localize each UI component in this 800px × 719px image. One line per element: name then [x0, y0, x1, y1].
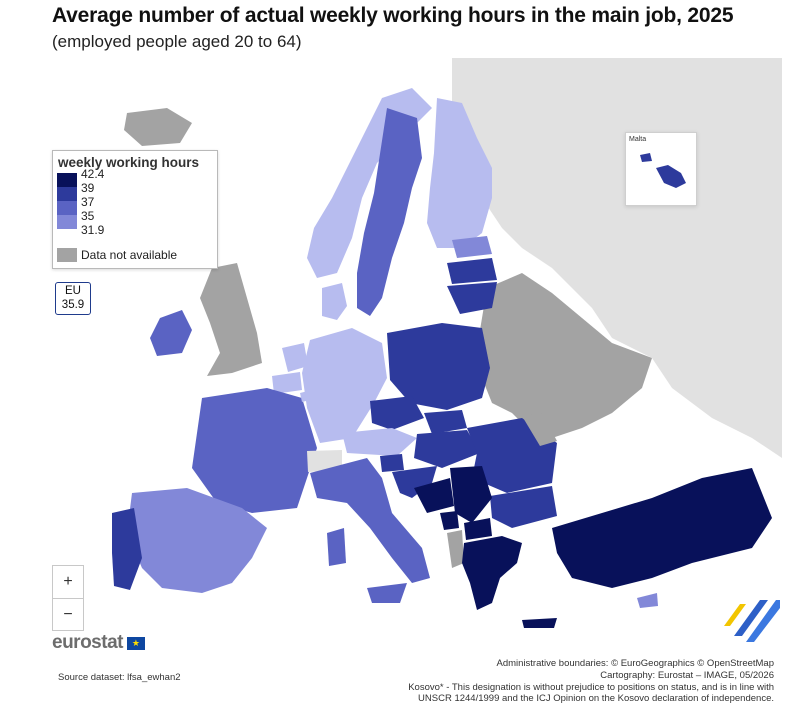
credit-kosovo-2: UNSCR 1244/1999 and the ICJ Opinion on t… — [418, 693, 774, 705]
croatia — [392, 466, 437, 498]
malta-island — [656, 165, 686, 188]
eurostat-wordmark: eurostat — [52, 632, 123, 653]
ukraine-belarus — [477, 273, 652, 438]
legend-na-swatch — [57, 248, 77, 262]
legend-class-1: 42.4 — [57, 168, 211, 187]
credit-kosovo-1: Kosovo* - This designation is without pr… — [408, 681, 774, 693]
iceland — [124, 108, 192, 146]
eu-label: EU — [65, 285, 81, 297]
legend-na-row: Data not available — [57, 248, 211, 262]
source-dataset: Source dataset: lfsa_ewhan2 — [58, 672, 181, 683]
estonia — [452, 236, 492, 258]
bosnia — [414, 478, 454, 513]
finland — [427, 98, 492, 248]
north-macedonia — [464, 518, 492, 540]
portugal — [112, 508, 142, 590]
legend-swatch — [57, 173, 77, 187]
russia-region — [452, 58, 782, 458]
czechia — [370, 396, 424, 430]
denmark — [322, 283, 347, 320]
zoom-control[interactable]: + − — [52, 565, 84, 631]
ireland — [150, 310, 192, 356]
slovenia — [380, 454, 404, 472]
austria — [342, 428, 417, 456]
credits: Administrative boundaries: © EuroGeograp… — [374, 658, 774, 705]
sweden — [357, 108, 422, 316]
credit-boundaries: Administrative boundaries: © EuroGeograp… — [496, 658, 775, 669]
legend-title: weekly working hours — [58, 155, 200, 170]
malta-label: Malta — [629, 136, 647, 143]
legend-scale: 42.4 39 37 35 31.9 — [57, 168, 211, 243]
eu-flag-icon: ★ — [126, 636, 145, 650]
legend-class-3: 37 — [57, 196, 211, 215]
bulgaria — [490, 486, 557, 528]
poland — [387, 323, 490, 410]
lithuania — [447, 282, 497, 314]
crete — [522, 618, 557, 628]
legend-class-2: 39 — [57, 182, 211, 201]
moldova — [522, 413, 557, 446]
legend-swatch — [57, 215, 77, 229]
belgium — [272, 372, 302, 394]
gozo-island — [640, 153, 652, 162]
italy — [310, 458, 430, 583]
sicily — [367, 583, 407, 603]
latvia — [447, 258, 497, 284]
zoom-out-button[interactable]: − — [53, 598, 83, 631]
turkey — [552, 468, 772, 588]
legend-break-label: 37 — [81, 195, 95, 209]
montenegro — [440, 511, 459, 530]
legend-na-label: Data not available — [81, 248, 178, 262]
cyprus — [637, 593, 658, 608]
malta-inset: Malta — [625, 132, 697, 206]
choropleth-map[interactable] — [52, 58, 782, 640]
corner-stripes-icon — [700, 594, 780, 651]
map-subtitle: (employed people aged 20 to 64) — [52, 32, 302, 51]
eu-average-box: EU 35.9 — [55, 282, 91, 315]
united-kingdom — [200, 263, 262, 376]
legend-class-5: 31.9 — [57, 224, 211, 243]
albania — [447, 530, 464, 568]
serbia — [450, 466, 492, 523]
luxembourg — [300, 391, 310, 402]
zoom-in-button[interactable]: + — [63, 573, 73, 590]
legend: weekly working hours 42.4 39 37 35 31.9 Data… — [52, 150, 218, 269]
map-title: Average number of actual weekly working … — [52, 4, 734, 27]
spain — [127, 488, 267, 593]
legend-swatch — [57, 201, 77, 215]
credit-cartography: Cartography: Eurostat – IMAGE, 05/2026 — [600, 669, 774, 681]
legend-break-label: 39 — [81, 181, 95, 195]
legend-class-4: 35 — [57, 210, 211, 229]
france — [192, 388, 317, 513]
legend-break-label: 42.4 — [81, 167, 105, 181]
legend-break-label: 31.9 — [81, 223, 105, 237]
legend-swatch — [57, 187, 77, 201]
legend-break-label: 35 — [81, 209, 95, 223]
eurostat-logo: eurostat ★ — [52, 632, 145, 654]
switzerland — [307, 450, 342, 472]
greece — [462, 536, 522, 610]
hungary — [414, 430, 480, 468]
netherlands — [282, 343, 308, 372]
sardinia — [327, 528, 346, 566]
germany — [302, 328, 387, 443]
eu-value: 35.9 — [61, 299, 85, 311]
slovakia — [424, 410, 467, 434]
